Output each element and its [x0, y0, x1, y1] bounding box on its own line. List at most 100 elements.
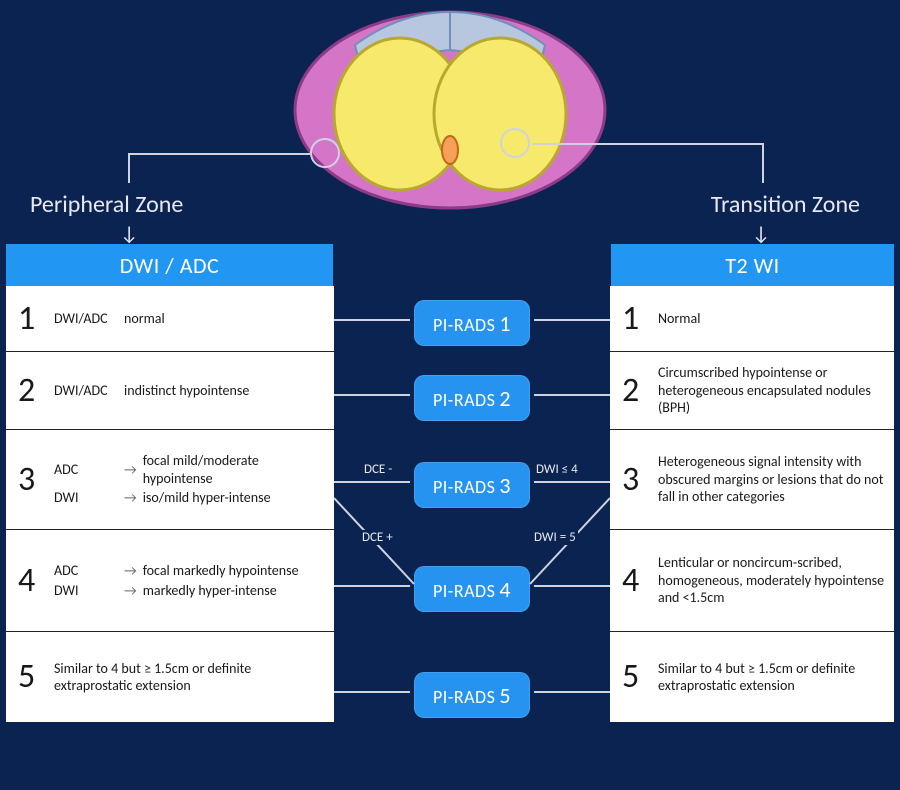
arrow-down-icon: ↓ — [120, 222, 138, 246]
arrow-icon: → — [124, 582, 137, 600]
right-row: 2Circumscribed hypointense or heterogene… — [610, 352, 894, 430]
zone-label-transition: Transition Zone — [711, 190, 860, 219]
row-text: Heterogeneous signal intensity with obsc… — [658, 453, 886, 506]
modality-label: ADC — [54, 562, 118, 580]
center-label: DCE + — [360, 530, 395, 545]
row-text: normal — [124, 310, 165, 328]
pirads-number: 3 — [499, 472, 511, 499]
row-text: Similar to 4 but ≥ 1.5cm or definite ext… — [54, 660, 326, 695]
right-row: 4Lenticular or noncircum-scribed, homoge… — [610, 530, 894, 632]
right-header: T2 WI — [610, 244, 894, 286]
row-text: indistinct hypointense — [124, 382, 249, 400]
connector-line — [334, 394, 410, 396]
pirads-badge: PI-RADS5 — [414, 672, 530, 718]
row-text: focal mild/moderate hypointense — [143, 452, 326, 487]
connector-line — [334, 691, 410, 693]
left-column: DWI / ADC 1 DWI/ADC normal 2 DWI/ADC indistin… — [6, 244, 334, 722]
row-body: Similar to 4 but ≥ 1.5cm or definite ext… — [54, 658, 326, 697]
pirads-number: 1 — [499, 310, 511, 337]
row-line: ADC → focal markedly hypointense — [54, 562, 326, 580]
connector-line — [534, 691, 610, 693]
row-line: Similar to 4 but ≥ 1.5cm or definite ext… — [54, 660, 326, 695]
right-row: 5Similar to 4 but ≥ 1.5cm or definite ex… — [610, 632, 894, 722]
right-column: T2 WI 1 Normal 2Circumscribed hypointense … — [610, 244, 894, 722]
row-text: focal markedly hypointense — [143, 562, 299, 580]
zone-label-peripheral: Peripheral Zone — [30, 190, 183, 219]
arrow-icon: → — [124, 489, 137, 507]
center-label: DCE - — [362, 462, 394, 477]
connector-line — [334, 319, 410, 321]
left-row: 2 DWI/ADC indistinct hypointense — [6, 352, 334, 430]
row-number: 1 — [18, 302, 46, 336]
modality-label: DWI — [54, 582, 118, 600]
row-body: ADC → focal markedly hypointense DWI → marked… — [54, 560, 326, 601]
row-number: 2 — [18, 374, 46, 408]
left-row: 3 ADC → focal mild/moderate hypointense DWI →… — [6, 430, 334, 530]
conn-line-tz-v — [762, 143, 764, 183]
conn-line-tz-h — [532, 143, 764, 145]
row-line: DWI → iso/mild hyper-intense — [54, 489, 326, 507]
row-text: Circumscribed hypointense or heterogeneo… — [658, 364, 886, 417]
row-text: iso/mild hyper-intense — [143, 489, 271, 507]
conn-line-pz-v — [128, 153, 130, 183]
arrow-down-icon: ↓ — [752, 222, 770, 246]
pirads-prefix: PI-RADS — [433, 476, 495, 498]
prostate-diagram: Peripheral Zone Transition Zone ↓ ↓ — [0, 10, 900, 275]
pirads-number: 4 — [499, 576, 511, 603]
pz-marker — [310, 138, 340, 168]
modality-label: ADC — [54, 461, 118, 479]
row-line: ADC → focal mild/moderate hypointense — [54, 452, 326, 487]
pirads-badge: PI-RADS3 — [414, 462, 530, 508]
center-label: DWI ≤ 4 — [534, 462, 580, 477]
center-label: DWI = 5 — [532, 530, 578, 545]
row-text: Similar to 4 but ≥ 1.5cm or definite ext… — [658, 660, 886, 695]
right-row: 1 Normal — [610, 286, 894, 352]
connector-line — [334, 585, 410, 587]
row-number: 5 — [18, 660, 46, 694]
row-body: DWI/ADC normal — [54, 308, 326, 330]
pirads-number: 5 — [499, 682, 511, 709]
pirads-prefix: PI-RADS — [433, 580, 495, 602]
modality-label: DWI/ADC — [54, 310, 118, 328]
pirads-badge: PI-RADS1 — [414, 300, 530, 346]
left-row: 4 ADC → focal markedly hypointense DWI → marke… — [6, 530, 334, 632]
row-number: 3 — [18, 463, 46, 497]
modality-label: DWI/ADC — [54, 382, 118, 400]
tz-marker — [500, 128, 530, 158]
connector-line — [534, 585, 610, 587]
right-row: 3Heterogeneous signal intensity with obs… — [610, 430, 894, 530]
arrow-icon: → — [124, 562, 137, 580]
columns-container: DWI / ADC 1 DWI/ADC normal 2 DWI/ADC indistin… — [6, 244, 894, 722]
row-line: DWI → markedly hyper-intense — [54, 582, 326, 600]
left-header: DWI / ADC — [6, 244, 334, 286]
row-body: DWI/ADC indistinct hypointense — [54, 380, 326, 402]
row-line: DWI/ADC normal — [54, 310, 326, 328]
row-text: Normal — [658, 310, 886, 328]
row-line: DWI/ADC indistinct hypointense — [54, 382, 326, 400]
pirads-prefix: PI-RADS — [433, 314, 495, 336]
connector-line — [334, 481, 410, 483]
row-number: 4 — [18, 564, 46, 598]
pirads-badge: PI-RADS4 — [414, 566, 530, 612]
row-text: Lenticular or noncircum-scribed, homogen… — [658, 554, 886, 607]
row-number: 5 — [622, 660, 650, 694]
row-number: 1 — [622, 302, 650, 336]
connector-line — [534, 481, 610, 483]
pirads-prefix: PI-RADS — [433, 389, 495, 411]
arrow-icon: → — [124, 461, 137, 479]
row-number: 3 — [622, 463, 650, 497]
row-text: markedly hyper-intense — [143, 582, 277, 600]
row-number: 4 — [622, 564, 650, 598]
pirads-prefix: PI-RADS — [433, 686, 495, 708]
left-row: 5Similar to 4 but ≥ 1.5cm or definite ex… — [6, 632, 334, 722]
center-column: PI-RADS1PI-RADS2PI-RADS3PI-RADS4PI-RADS5… — [334, 244, 610, 722]
left-row: 1 DWI/ADC normal — [6, 286, 334, 352]
connector-line — [534, 394, 610, 396]
connector-line — [534, 319, 610, 321]
modality-label: DWI — [54, 489, 118, 507]
row-body: ADC → focal mild/moderate hypointense DWI → i… — [54, 450, 326, 509]
pirads-number: 2 — [499, 385, 511, 412]
pirads-badge: PI-RADS2 — [414, 375, 530, 421]
conn-line-pz-h — [128, 153, 310, 155]
row-number: 2 — [622, 374, 650, 408]
